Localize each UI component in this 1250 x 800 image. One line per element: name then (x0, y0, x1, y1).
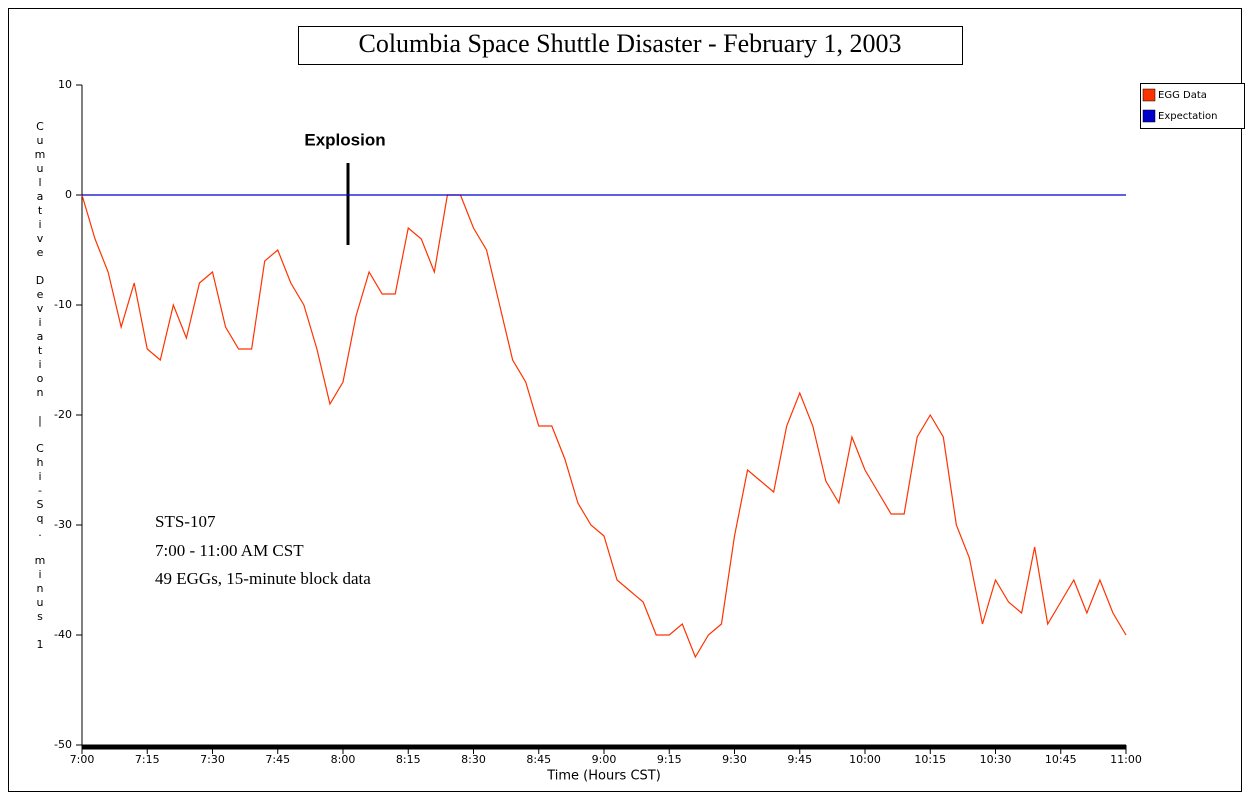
chart-title: Columbia Space Shuttle Disaster - Februa… (358, 29, 901, 58)
y-axis-label: Cumulative Deviation | Chi-Sq. minus 1 (34, 120, 47, 652)
x-tick-label: 11:00 (1110, 753, 1142, 766)
x-tick-label: 9:30 (722, 753, 747, 766)
series-line (81, 194, 1127, 659)
y-tick-label: 0 (65, 188, 72, 201)
x-tick-label: 8:00 (331, 753, 356, 766)
x-tick-label: 10:30 (980, 753, 1012, 766)
y-tick-label: -10 (54, 298, 72, 311)
note: STS-107 (155, 512, 216, 531)
frame (8, 8, 1242, 792)
note: 7:00 - 11:00 AM CST (155, 541, 304, 560)
legend-label: Expectation (1158, 111, 1217, 122)
y-tick-label: -30 (54, 518, 72, 531)
x-tick-label: 10:45 (1045, 753, 1077, 766)
x-tick-label: 9:15 (657, 753, 682, 766)
x-tick-label: 10:00 (849, 753, 881, 766)
y-tick-label: -50 (54, 738, 72, 751)
legend-swatch (1142, 109, 1156, 123)
y-tick-label: -20 (54, 408, 72, 421)
x-tick-label: 7:30 (200, 753, 225, 766)
x-tick-label: 9:00 (592, 753, 617, 766)
y-tick-label: -40 (54, 628, 72, 641)
x-tick-label: 7:15 (135, 753, 160, 766)
note: 49 EGGs, 15-minute block data (155, 569, 371, 588)
x-tick-label: 8:30 (461, 753, 486, 766)
x-tick-label: 8:15 (396, 753, 421, 766)
title-box (298, 26, 963, 65)
legend-label: EGG Data (1158, 90, 1207, 101)
legend-box (1140, 83, 1245, 129)
x-tick-label: 9:45 (787, 753, 812, 766)
x-tick-label: 7:45 (265, 753, 290, 766)
x-tick-label: 7:00 (70, 753, 95, 766)
legend-swatch (1142, 88, 1156, 102)
annotation: Explosion (304, 130, 385, 149)
x-tick-label: 10:15 (914, 753, 946, 766)
x-tick-label: 8:45 (526, 753, 551, 766)
x-axis-label: Time (Hours CST) (546, 769, 661, 784)
y-tick-label: 10 (58, 78, 72, 91)
